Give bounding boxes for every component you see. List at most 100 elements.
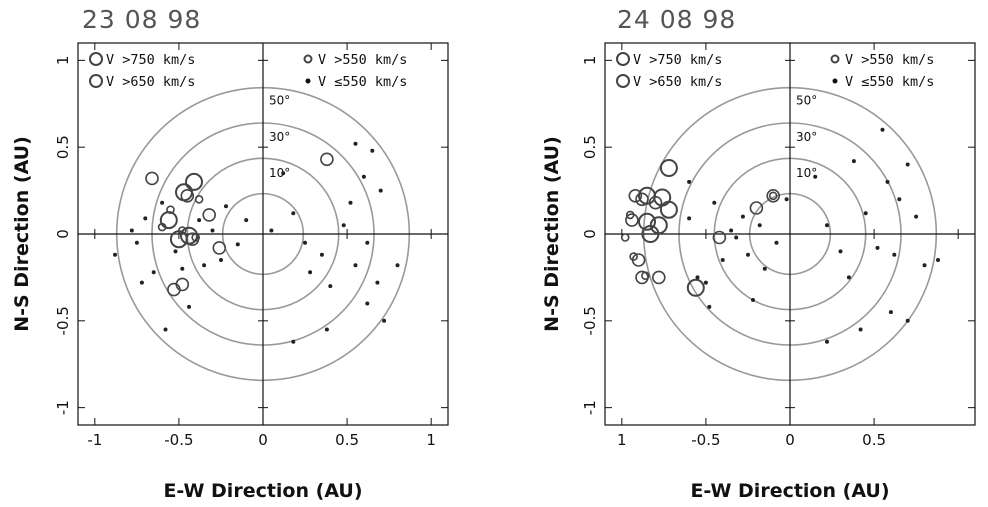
data-point bbox=[185, 172, 203, 191]
data-point bbox=[784, 197, 789, 202]
data-point bbox=[936, 258, 940, 262]
data-point bbox=[308, 270, 313, 275]
y-tick-label: 0 bbox=[581, 229, 599, 239]
data-point bbox=[635, 192, 649, 207]
legend-label: V >650 km/s bbox=[106, 74, 195, 90]
data-point bbox=[113, 252, 117, 257]
data-point bbox=[197, 218, 202, 223]
x-tick-label: -0.5 bbox=[164, 431, 193, 449]
data-point bbox=[178, 226, 187, 235]
ring-label: 10° bbox=[269, 166, 290, 180]
data-point bbox=[361, 174, 366, 179]
data-point bbox=[838, 249, 843, 254]
data-point bbox=[875, 245, 880, 250]
data-point bbox=[892, 252, 897, 257]
data-point bbox=[159, 211, 178, 230]
legend-marker bbox=[616, 74, 630, 88]
data-point bbox=[851, 159, 856, 164]
data-point bbox=[629, 252, 638, 261]
data-point bbox=[145, 171, 159, 186]
data-point bbox=[328, 284, 333, 289]
data-point bbox=[648, 195, 663, 210]
data-point bbox=[888, 310, 893, 315]
x-tick-label: 1 bbox=[617, 431, 627, 449]
data-point bbox=[212, 241, 227, 255]
legend-marker bbox=[305, 78, 311, 84]
data-point bbox=[291, 211, 296, 216]
data-point bbox=[762, 266, 767, 271]
data-point bbox=[641, 271, 650, 281]
data-point bbox=[695, 275, 700, 280]
data-point bbox=[905, 162, 910, 167]
ring-label: 50° bbox=[796, 93, 817, 107]
data-point bbox=[187, 304, 191, 309]
data-point bbox=[766, 189, 781, 203]
data-point bbox=[157, 222, 167, 232]
data-point bbox=[651, 270, 666, 285]
data-point bbox=[768, 191, 778, 201]
data-point bbox=[825, 339, 829, 344]
data-point bbox=[175, 183, 193, 202]
data-point bbox=[628, 189, 643, 203]
y-tick-label: 1 bbox=[54, 56, 72, 66]
data-point bbox=[897, 197, 902, 202]
ring-label: 10° bbox=[796, 166, 817, 180]
legend-marker bbox=[89, 74, 103, 88]
data-point bbox=[291, 339, 296, 344]
data-point bbox=[378, 188, 383, 193]
legend-label: V >750 km/s bbox=[633, 52, 722, 68]
data-point bbox=[281, 171, 286, 176]
x-tick-label: -1 bbox=[87, 431, 102, 449]
x-tick-label: 0 bbox=[785, 431, 795, 449]
data-point bbox=[143, 216, 148, 221]
data-point bbox=[863, 211, 868, 216]
data-point bbox=[202, 263, 207, 268]
y-tick-label: -0.5 bbox=[581, 306, 599, 335]
x-axis-label: E-W Direction (AU) bbox=[163, 480, 362, 502]
data-point bbox=[173, 249, 178, 254]
data-point bbox=[341, 223, 346, 228]
data-point bbox=[625, 210, 635, 220]
data-point bbox=[191, 233, 200, 242]
data-point bbox=[740, 214, 745, 219]
y-tick-label: 0.5 bbox=[54, 135, 72, 159]
data-point bbox=[659, 200, 678, 219]
data-point bbox=[348, 200, 353, 205]
data-point bbox=[846, 275, 851, 280]
data-point bbox=[885, 179, 890, 184]
legend-label: V >750 km/s bbox=[106, 52, 195, 68]
data-point bbox=[224, 204, 228, 209]
data-point bbox=[180, 266, 185, 271]
legend-label: V ≤550 km/s bbox=[845, 74, 934, 90]
data-point bbox=[858, 327, 863, 332]
data-point bbox=[751, 298, 755, 302]
data-point bbox=[320, 152, 334, 167]
panel-title: 24 08 98 bbox=[617, 5, 736, 34]
data-point bbox=[729, 228, 734, 233]
data-point bbox=[269, 228, 274, 233]
data-point bbox=[757, 223, 762, 228]
data-point bbox=[813, 174, 818, 179]
data-point bbox=[382, 318, 387, 323]
y-axis-label: N-S Direction (AU) bbox=[541, 136, 563, 332]
panel-right: 24 08 98 10° 30° 50° 1 -0.5 0 0.5 -1 -0.5 0 0.5 1 E-W… bbox=[541, 5, 976, 502]
data-point bbox=[746, 252, 750, 257]
data-point bbox=[914, 214, 919, 219]
x-axis-label: E-W Direction (AU) bbox=[690, 480, 889, 502]
data-point bbox=[210, 228, 215, 233]
data-point bbox=[353, 141, 358, 146]
legend-marker bbox=[303, 54, 313, 64]
data-point bbox=[353, 263, 358, 268]
data-point bbox=[774, 240, 779, 245]
data-point bbox=[160, 200, 165, 205]
data-point bbox=[687, 216, 692, 221]
data-point bbox=[324, 327, 329, 332]
x-tick-label: 1 bbox=[426, 431, 436, 449]
data-point bbox=[687, 179, 692, 184]
data-point bbox=[175, 277, 190, 292]
y-tick-label: -1 bbox=[54, 400, 72, 415]
data-point bbox=[202, 208, 216, 222]
panel-title: 23 08 98 bbox=[82, 5, 201, 34]
y-axis-label: N-S Direction (AU) bbox=[11, 136, 33, 332]
